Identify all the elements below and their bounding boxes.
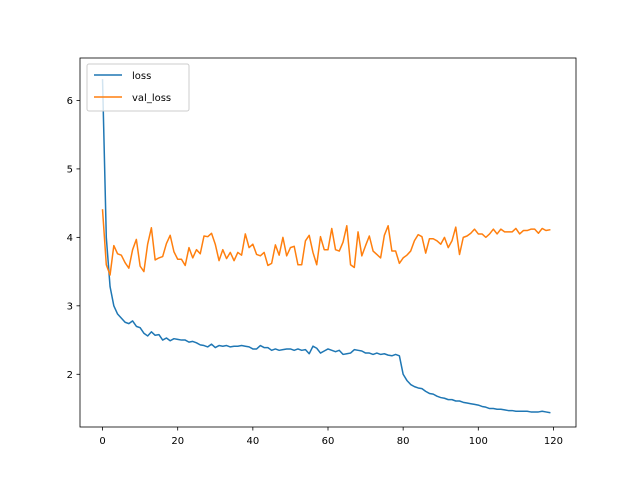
legend-label-val-loss: val_loss	[132, 93, 171, 104]
legend-label-loss: loss	[132, 71, 151, 82]
y-tick-label: 2	[67, 370, 73, 381]
y-tick-label: 4	[67, 233, 73, 244]
legend: loss val_loss	[86, 63, 190, 112]
x-tick-label: 60	[322, 436, 335, 447]
x-tick-label: 80	[397, 436, 410, 447]
plot-area	[80, 58, 576, 427]
x-tick-label: 20	[171, 436, 184, 447]
x-tick-label: 100	[469, 436, 488, 447]
y-tick-label: 6	[67, 96, 73, 107]
y-tick-label: 3	[67, 301, 73, 312]
x-axis: 0 20 40 60 80 100 120	[99, 427, 563, 447]
y-tick-label: 5	[67, 164, 73, 175]
x-tick-label: 40	[246, 436, 259, 447]
x-tick-label: 120	[544, 436, 563, 447]
y-axis: 2 3 4 5 6	[67, 96, 80, 381]
series-line-loss	[101, 79, 551, 414]
x-tick-label: 0	[99, 436, 105, 447]
series-layer	[101, 79, 551, 414]
series-line-val-loss	[101, 209, 551, 276]
